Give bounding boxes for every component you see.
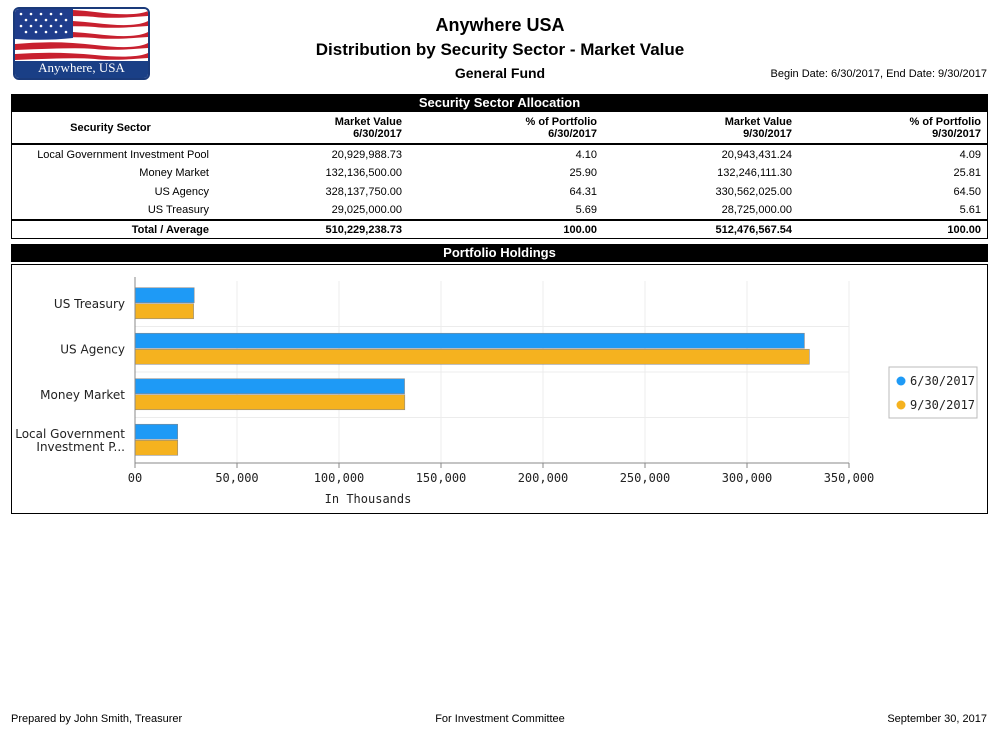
cell-total-mv-begin: 510,229,238.73 (209, 219, 402, 239)
cell-total-label: Total / Average (12, 219, 209, 239)
holdings-chart: US Treasury US Agency Money Market Local Go… (11, 264, 988, 514)
cell-pct-end: 25.81 (953, 166, 981, 179)
cell-mv-end: 20,943,431.24 (721, 149, 792, 161)
legend-label: 6/30/2017 (910, 374, 975, 388)
x-tick-label: 50,000 (215, 471, 258, 485)
cell-mv-begin: 132,136,500.00 (325, 166, 402, 179)
bar-end (134, 348, 810, 365)
cell-mv-begin: 29,025,000.00 (331, 204, 402, 216)
x-tick-label: 150,000 (416, 471, 467, 485)
legend-box (888, 366, 978, 419)
cell-sector: US Treasury (147, 204, 209, 216)
bar-end (134, 394, 406, 411)
allocation-section-header: Security Sector Allocation (11, 94, 988, 112)
bar-end (134, 439, 179, 456)
cell-pct-begin: 4.10 (575, 149, 597, 161)
x-tick-label: 200,000 (518, 471, 569, 485)
cell-mv-begin: 328,137,750.00 (325, 185, 402, 198)
holdings-section-header: Portfolio Holdings (11, 244, 988, 262)
x-tick-label: 250,000 (620, 471, 671, 485)
x-tick-label: 300,000 (722, 471, 773, 485)
cell-total-pct-begin: 100.00 (402, 219, 597, 239)
bar-begin (134, 287, 195, 304)
bar-begin (134, 332, 805, 349)
logo: Anywhere, USA (13, 7, 150, 80)
allocation-table: Security Sector Market Value 6/30/2017 % … (11, 112, 988, 239)
col-header-pct-end: % of Portfolio 9/30/2017 (792, 112, 987, 145)
x-tick-label: 100,000 (314, 471, 365, 485)
prepared-by: Prepared by John Smith, Treasurer (11, 713, 183, 725)
cell-sector: US Agency (154, 185, 209, 198)
cell-mv-end: 330,562,025.00 (715, 185, 792, 198)
cell-pct-begin: 25.90 (569, 166, 597, 179)
legend-label: 9/30/2017 (910, 398, 975, 412)
fund-name: General Fund (454, 65, 546, 81)
table-row: US Agency 328,137,750.00 64.31 330,562,0… (12, 182, 987, 201)
cell-mv-end: 132,246,111.30 (717, 166, 792, 179)
cell-pct-begin: 64.31 (569, 185, 597, 198)
table-row: Local Government Investment Pool 20,929,… (12, 144, 987, 163)
x-axis-title: In Thousands (325, 492, 412, 506)
col-header-pct-begin: % of Portfolio 6/30/2017 (402, 112, 597, 145)
bar-end (134, 303, 194, 320)
category-label: Investment P... (36, 440, 125, 454)
cell-total-pct-end: 100.00 (792, 219, 987, 239)
bar-begin (134, 378, 405, 395)
logo-text: Anywhere, USA (38, 60, 125, 75)
x-tick-label: 00 (128, 471, 142, 485)
table-row: US Treasury 29,025,000.00 5.69 28,725,00… (12, 201, 987, 220)
cell-total-mv-end: 512,476,567.54 (597, 219, 792, 239)
cell-sector: Local Government Investment Pool (37, 149, 209, 161)
report-title: Anywhere USA (435, 15, 565, 35)
cell-pct-begin: 5.69 (575, 204, 597, 216)
cell-pct-end: 4.09 (959, 149, 981, 161)
category-label: Money Market (40, 388, 125, 402)
cell-mv-end: 28,725,000.00 (721, 204, 792, 216)
report-subtitle: Distribution by Security Sector - Market… (315, 40, 685, 59)
table-row: Money Market 132,136,500.00 25.90 132,24… (12, 163, 987, 182)
col-header-sector: Security Sector (12, 112, 209, 145)
table-header-row: Security Sector Market Value 6/30/2017 % … (12, 112, 987, 145)
x-tick-label: 350,000 (824, 471, 875, 485)
cell-pct-end: 5.61 (959, 204, 981, 216)
table-total-row: Total / Average 510,229,238.73 100.00 51… (12, 219, 987, 239)
category-label: US Treasury (54, 297, 125, 311)
holdings-chart-svg: US Treasury US Agency Money Market Local Go… (15, 277, 978, 506)
cell-sector: Money Market (139, 166, 209, 179)
category-label: Local Government (15, 427, 125, 441)
legend-marker (896, 400, 906, 410)
report-date: September 30, 2017 (887, 713, 987, 725)
flag-image (15, 9, 148, 78)
cell-mv-begin: 20,929,988.73 (331, 149, 402, 161)
col-header-mv-begin: Market Value 6/30/2017 (209, 112, 402, 145)
cell-pct-end: 64.50 (953, 185, 981, 198)
legend-marker (896, 376, 906, 386)
purpose: For Investment Committee (435, 713, 565, 725)
category-label: US Agency (60, 342, 125, 356)
bar-begin (134, 423, 178, 440)
date-range: Begin Date: 6/30/2017, End Date: 9/30/20… (770, 68, 988, 80)
col-header-mv-end: Market Value 9/30/2017 (597, 112, 792, 145)
